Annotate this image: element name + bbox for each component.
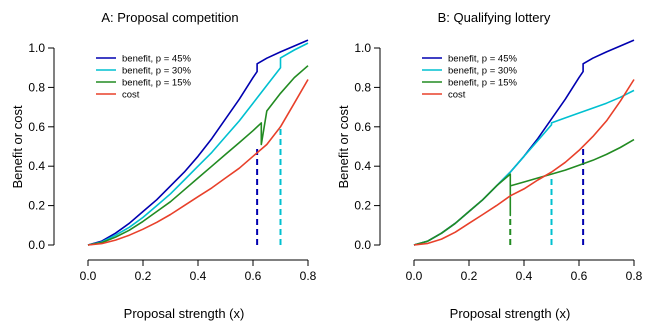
legend-entry: benefit, p = 30% xyxy=(122,66,191,77)
y-tick-label: 0.6 xyxy=(354,120,371,134)
x-tick-label: 0.0 xyxy=(80,269,97,283)
y-tick-label: 0.4 xyxy=(354,159,371,173)
x-tick-label: 0.2 xyxy=(461,269,478,283)
legend-entry: cost xyxy=(448,90,466,101)
panel-a-title: A: Proposal competition xyxy=(101,10,238,25)
series-line-3 xyxy=(413,138,635,246)
series-line-3 xyxy=(87,65,309,246)
y-tick-label: 1.0 xyxy=(354,41,371,55)
legend-entry: benefit, p = 30% xyxy=(448,66,517,77)
y-tick-label: 0.8 xyxy=(28,80,45,94)
series-line-2 xyxy=(87,42,309,246)
y-tick-label: 0.0 xyxy=(354,238,371,252)
y-tick-label: 0.6 xyxy=(28,120,45,134)
legend-entry: benefit, p = 15% xyxy=(448,78,517,89)
y-tick-label: 0.0 xyxy=(28,238,45,252)
y-tick-label: 0.8 xyxy=(354,80,371,94)
x-tick-label: 0.8 xyxy=(626,269,643,283)
series-line-1 xyxy=(413,39,635,246)
x-tick-label: 0.6 xyxy=(571,269,588,283)
series-line-1 xyxy=(87,39,309,246)
legend-entry: benefit, p = 45% xyxy=(122,54,191,65)
x-tick-label: 0.8 xyxy=(300,269,317,283)
series-line-4 xyxy=(87,79,309,246)
y-tick-label: 0.2 xyxy=(354,199,371,213)
x-tick-label: 0.2 xyxy=(135,269,152,283)
series-line-4 xyxy=(413,79,635,246)
legend-entry: benefit, p = 15% xyxy=(122,78,191,89)
panel-a-xlabel: Proposal strength (x) xyxy=(124,306,245,321)
y-tick-label: 0.4 xyxy=(28,159,45,173)
y-tick-label: 1.0 xyxy=(28,41,45,55)
legend-entry: cost xyxy=(122,90,140,101)
x-tick-label: 0.0 xyxy=(406,269,423,283)
panel-b: B: Qualifying lottery Proposal strength … xyxy=(336,10,643,321)
panel-b-xlabel: Proposal strength (x) xyxy=(450,306,571,321)
x-tick-label: 0.6 xyxy=(245,269,262,283)
legend-entry: benefit, p = 45% xyxy=(448,54,517,65)
series-line-2 xyxy=(413,89,635,246)
y-tick-label: 0.2 xyxy=(28,199,45,213)
panel-b-ylabel: Benefit or cost xyxy=(336,105,351,188)
panel-a-ylabel: Benefit or cost xyxy=(10,105,25,188)
x-tick-label: 0.4 xyxy=(516,269,533,283)
panel-a: A: Proposal competition Proposal strengt… xyxy=(10,10,317,321)
x-tick-label: 0.4 xyxy=(190,269,207,283)
panel-b-title: B: Qualifying lottery xyxy=(438,10,551,25)
